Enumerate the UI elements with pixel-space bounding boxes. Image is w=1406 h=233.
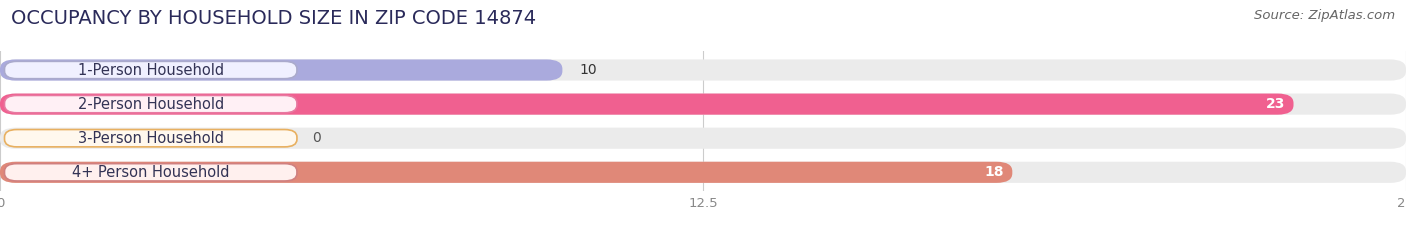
FancyBboxPatch shape	[0, 128, 1406, 149]
Text: 10: 10	[579, 63, 598, 77]
FancyBboxPatch shape	[0, 59, 1406, 81]
FancyBboxPatch shape	[0, 93, 1406, 115]
Text: OCCUPANCY BY HOUSEHOLD SIZE IN ZIP CODE 14874: OCCUPANCY BY HOUSEHOLD SIZE IN ZIP CODE …	[11, 9, 536, 28]
FancyBboxPatch shape	[0, 59, 562, 81]
FancyBboxPatch shape	[0, 93, 1294, 115]
Text: 3-Person Household: 3-Person Household	[77, 131, 224, 146]
Text: 18: 18	[984, 165, 1004, 179]
FancyBboxPatch shape	[4, 130, 297, 147]
FancyBboxPatch shape	[0, 162, 1406, 183]
Text: 23: 23	[1265, 97, 1285, 111]
Text: 1-Person Household: 1-Person Household	[77, 62, 224, 78]
Text: 4+ Person Household: 4+ Person Household	[72, 165, 229, 180]
FancyBboxPatch shape	[4, 164, 297, 181]
Text: 0: 0	[312, 131, 321, 145]
Text: Source: ZipAtlas.com: Source: ZipAtlas.com	[1254, 9, 1395, 22]
FancyBboxPatch shape	[4, 96, 297, 113]
Text: 2-Person Household: 2-Person Household	[77, 97, 224, 112]
FancyBboxPatch shape	[4, 61, 297, 79]
FancyBboxPatch shape	[0, 162, 1012, 183]
